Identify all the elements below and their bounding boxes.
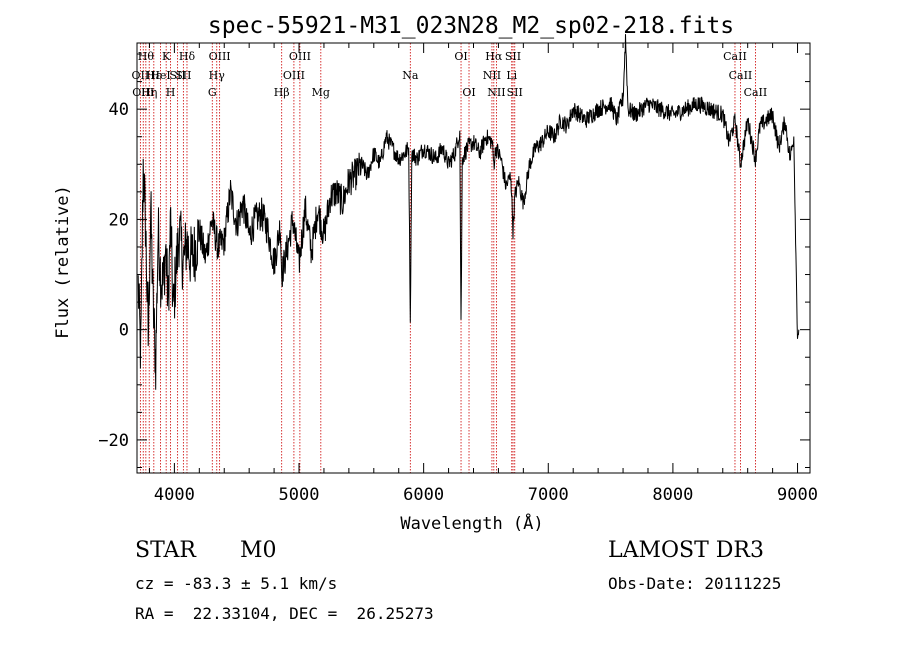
y-tick-label: 40: [109, 100, 129, 120]
line-label: NII: [483, 69, 501, 82]
line-label: OI: [454, 50, 467, 63]
line-markers: [139, 43, 756, 473]
line-label: Hε: [146, 69, 162, 82]
line-label: K: [162, 50, 171, 63]
x-tick-label: 7000: [528, 485, 569, 505]
y-tick-label: 0: [119, 321, 129, 341]
line-label: Mg: [312, 86, 330, 99]
line-label: Na: [402, 69, 419, 82]
line-label: Hη: [141, 86, 157, 99]
x-tick-label: 9000: [777, 485, 818, 505]
coordinates: RA = 22.33104, DEC = 26.25273: [135, 604, 434, 623]
line-label: OIII: [132, 86, 154, 99]
line-label: CaII: [729, 69, 753, 82]
line-label: G: [208, 86, 217, 99]
line-label: HeI: [150, 69, 170, 82]
line-label: Hγ: [209, 69, 226, 82]
line-label: OII: [132, 69, 150, 82]
chart-title: spec-55921-M31_023N28_M2_sp02-218.fits: [208, 13, 734, 39]
object-subclass: M0: [240, 538, 277, 563]
line-label: Hθ: [138, 50, 155, 63]
line-label: OIII: [289, 50, 311, 63]
observation-date: Obs-Date: 20111225: [608, 574, 782, 593]
x-axis-label: Wavelength (Å): [400, 512, 543, 534]
y-tick-label: 20: [109, 210, 129, 230]
line-label: OI: [462, 86, 475, 99]
line-label: SII: [507, 86, 523, 99]
line-label: SII: [170, 69, 186, 82]
spectrum-series: [137, 34, 800, 390]
line-label: Li: [506, 69, 517, 82]
line-label: CaII: [744, 86, 768, 99]
line-label: NII: [487, 86, 505, 99]
line-label: CaII: [723, 50, 747, 63]
y-axis-label: Flux (relative): [53, 185, 73, 339]
x-tick-label: 5000: [279, 485, 320, 505]
x-tick-label: 8000: [652, 485, 693, 505]
line-label: Hα: [485, 50, 503, 63]
line-label: SII: [505, 50, 521, 63]
x-tick-label: 6000: [403, 485, 444, 505]
y-axis: −20 0 20 40: [98, 53, 810, 468]
redshift-velocity: cz = -83.3 ± 5.1 km/s: [135, 574, 338, 593]
x-tick-label: 4000: [154, 485, 195, 505]
survey-name: LAMOST DR3: [608, 538, 764, 563]
line-label: Hδ: [179, 50, 196, 63]
line-label: H: [166, 86, 176, 99]
line-label: OIII: [283, 69, 305, 82]
line-label: OIII: [209, 50, 231, 63]
object-class: STAR: [135, 538, 196, 563]
y-tick-label: −20: [98, 431, 129, 451]
line-label: SII: [175, 69, 191, 82]
x-axis: 4000 5000 6000 7000 8000 9000: [148, 43, 818, 505]
line-label: Hβ: [274, 86, 290, 99]
